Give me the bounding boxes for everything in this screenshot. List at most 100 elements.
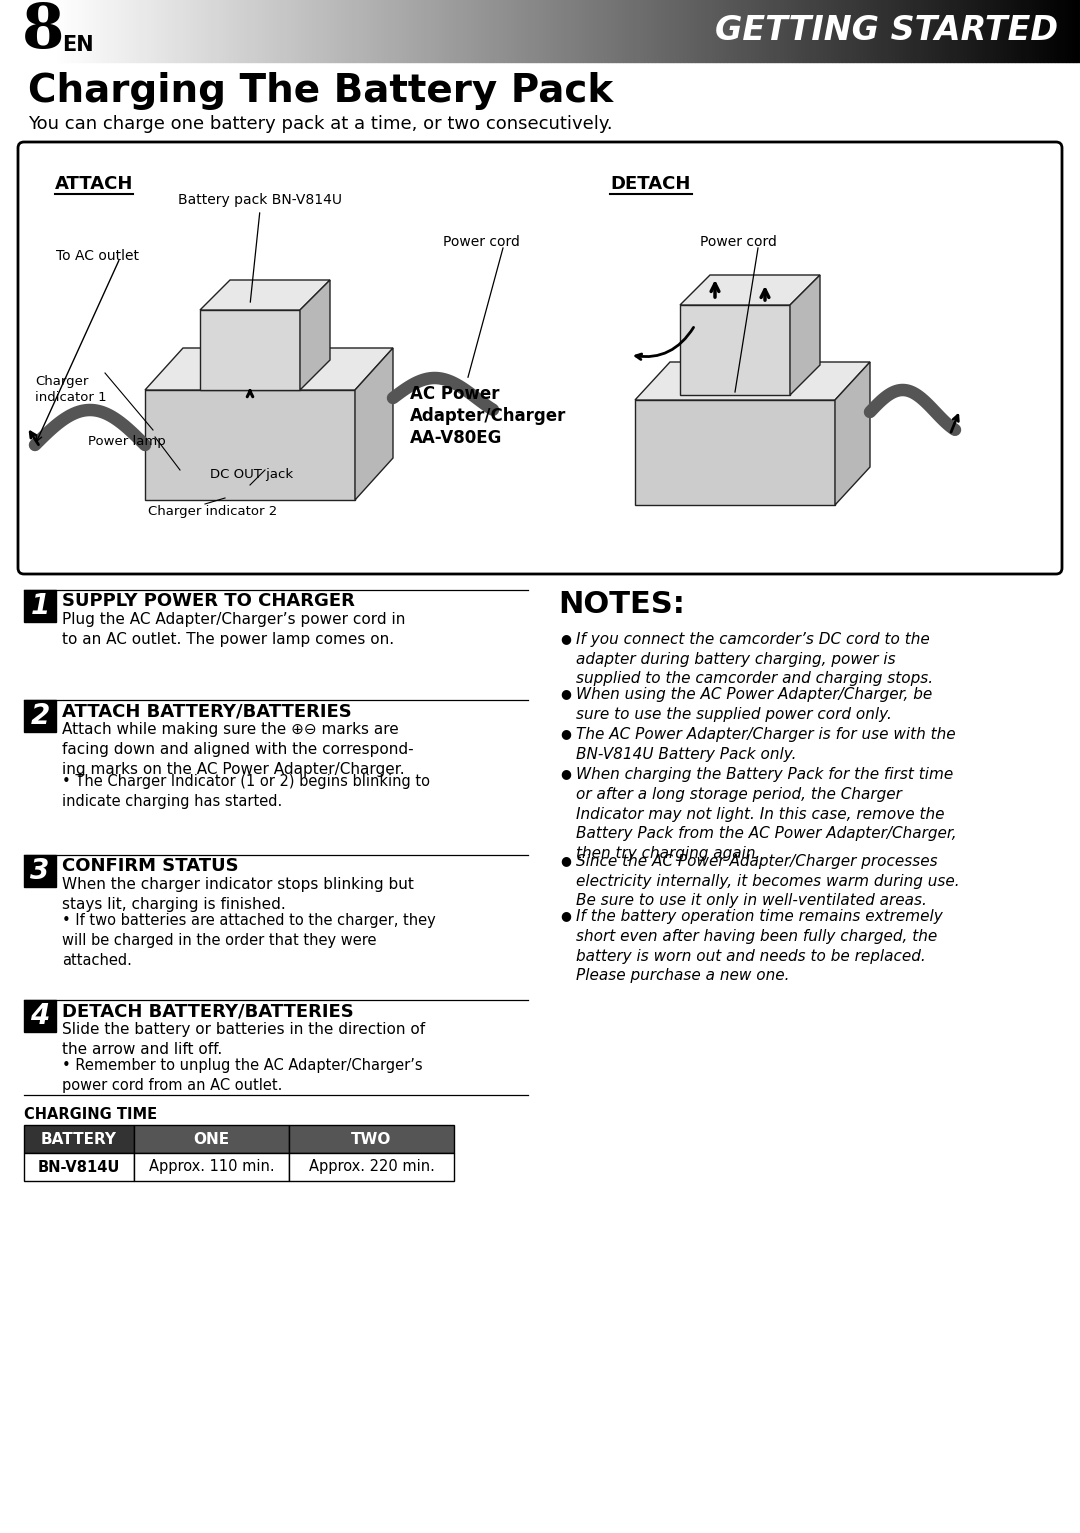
Bar	[716, 0, 720, 61]
Bar	[684, 0, 688, 61]
Bar	[896, 0, 900, 61]
Text: • Remember to unplug the AC Adapter/Charger’s
power cord from an AC outlet.: • Remember to unplug the AC Adapter/Char…	[62, 1058, 422, 1093]
Bar	[659, 0, 662, 61]
Bar	[929, 0, 932, 61]
Bar	[273, 0, 278, 61]
Text: When the charger indicator stops blinking but
stays lit, charging is finished.: When the charger indicator stops blinkin…	[62, 877, 414, 912]
Bar	[86, 0, 90, 61]
Bar	[24, 1153, 134, 1180]
Bar	[731, 0, 734, 61]
Bar	[1008, 0, 1012, 61]
Bar	[734, 0, 738, 61]
Bar	[1069, 0, 1072, 61]
Bar	[230, 0, 234, 61]
Bar	[270, 0, 273, 61]
Bar	[720, 0, 724, 61]
Text: ●: ●	[561, 728, 571, 740]
Bar	[824, 0, 828, 61]
Bar	[478, 0, 483, 61]
Bar	[867, 0, 872, 61]
Bar	[461, 0, 464, 61]
Bar	[738, 0, 742, 61]
Bar	[457, 0, 461, 61]
Bar	[608, 0, 612, 61]
Bar	[302, 0, 306, 61]
Bar	[400, 0, 403, 61]
Bar	[100, 0, 105, 61]
Bar	[252, 0, 256, 61]
Bar	[986, 0, 990, 61]
Bar	[656, 0, 659, 61]
Bar	[796, 0, 799, 61]
Bar	[875, 0, 878, 61]
Text: 1: 1	[30, 592, 50, 619]
Bar	[245, 0, 248, 61]
Text: ●: ●	[561, 632, 571, 645]
Bar	[1012, 0, 1015, 61]
Bar	[424, 0, 429, 61]
Bar	[483, 0, 486, 61]
Bar	[554, 0, 558, 61]
Bar	[526, 0, 529, 61]
Bar	[378, 0, 381, 61]
Bar	[764, 0, 767, 61]
Bar	[756, 0, 759, 61]
Bar	[616, 0, 619, 61]
Bar	[464, 0, 468, 61]
Bar	[389, 0, 392, 61]
Bar	[1004, 0, 1008, 61]
Bar	[511, 0, 515, 61]
Text: Since the AC Power Adapter/Charger processes
electricity internally, it becomes : Since the AC Power Adapter/Charger proce…	[576, 854, 960, 908]
Text: If you connect the camcorder’s DC cord to the
adapter during battery charging, p: If you connect the camcorder’s DC cord t…	[576, 632, 933, 687]
Text: Charging The Battery Pack: Charging The Battery Pack	[28, 72, 613, 110]
Text: ONE: ONE	[193, 1131, 230, 1147]
Bar	[472, 0, 475, 61]
Polygon shape	[200, 310, 300, 389]
Bar	[375, 0, 378, 61]
Text: 3: 3	[30, 857, 50, 885]
Bar	[292, 0, 295, 61]
Bar	[40, 0, 43, 61]
Bar	[878, 0, 882, 61]
Bar	[748, 0, 753, 61]
Bar	[313, 0, 316, 61]
Bar	[342, 0, 346, 61]
Bar	[1037, 0, 1040, 61]
FancyBboxPatch shape	[18, 143, 1062, 573]
Bar	[612, 0, 616, 61]
Bar	[162, 0, 165, 61]
Bar	[202, 0, 205, 61]
Bar	[572, 0, 576, 61]
Bar	[551, 0, 554, 61]
Bar	[191, 0, 194, 61]
Text: ATTACH BATTERY/BATTERIES: ATTACH BATTERY/BATTERIES	[62, 702, 352, 721]
Bar	[165, 0, 170, 61]
Bar	[443, 0, 446, 61]
Bar	[278, 0, 281, 61]
Bar	[432, 0, 435, 61]
Bar	[893, 0, 896, 61]
Bar	[1015, 0, 1018, 61]
Bar	[1048, 0, 1051, 61]
Bar	[1062, 0, 1066, 61]
Bar	[224, 0, 227, 61]
Bar	[79, 0, 83, 61]
Bar	[219, 0, 224, 61]
Bar	[954, 0, 958, 61]
Text: Charger
indicator 1: Charger indicator 1	[35, 376, 107, 405]
Bar	[810, 0, 813, 61]
Bar	[947, 0, 950, 61]
Bar	[702, 0, 705, 61]
Text: BATTERY: BATTERY	[41, 1131, 117, 1147]
Text: ATTACH: ATTACH	[55, 175, 133, 193]
Bar	[475, 0, 478, 61]
Bar	[975, 0, 980, 61]
Bar	[144, 0, 148, 61]
Bar	[410, 0, 414, 61]
Bar	[108, 0, 111, 61]
Bar	[648, 0, 651, 61]
Bar	[36, 0, 40, 61]
Bar	[802, 0, 807, 61]
Bar	[284, 0, 288, 61]
Bar	[1066, 0, 1069, 61]
